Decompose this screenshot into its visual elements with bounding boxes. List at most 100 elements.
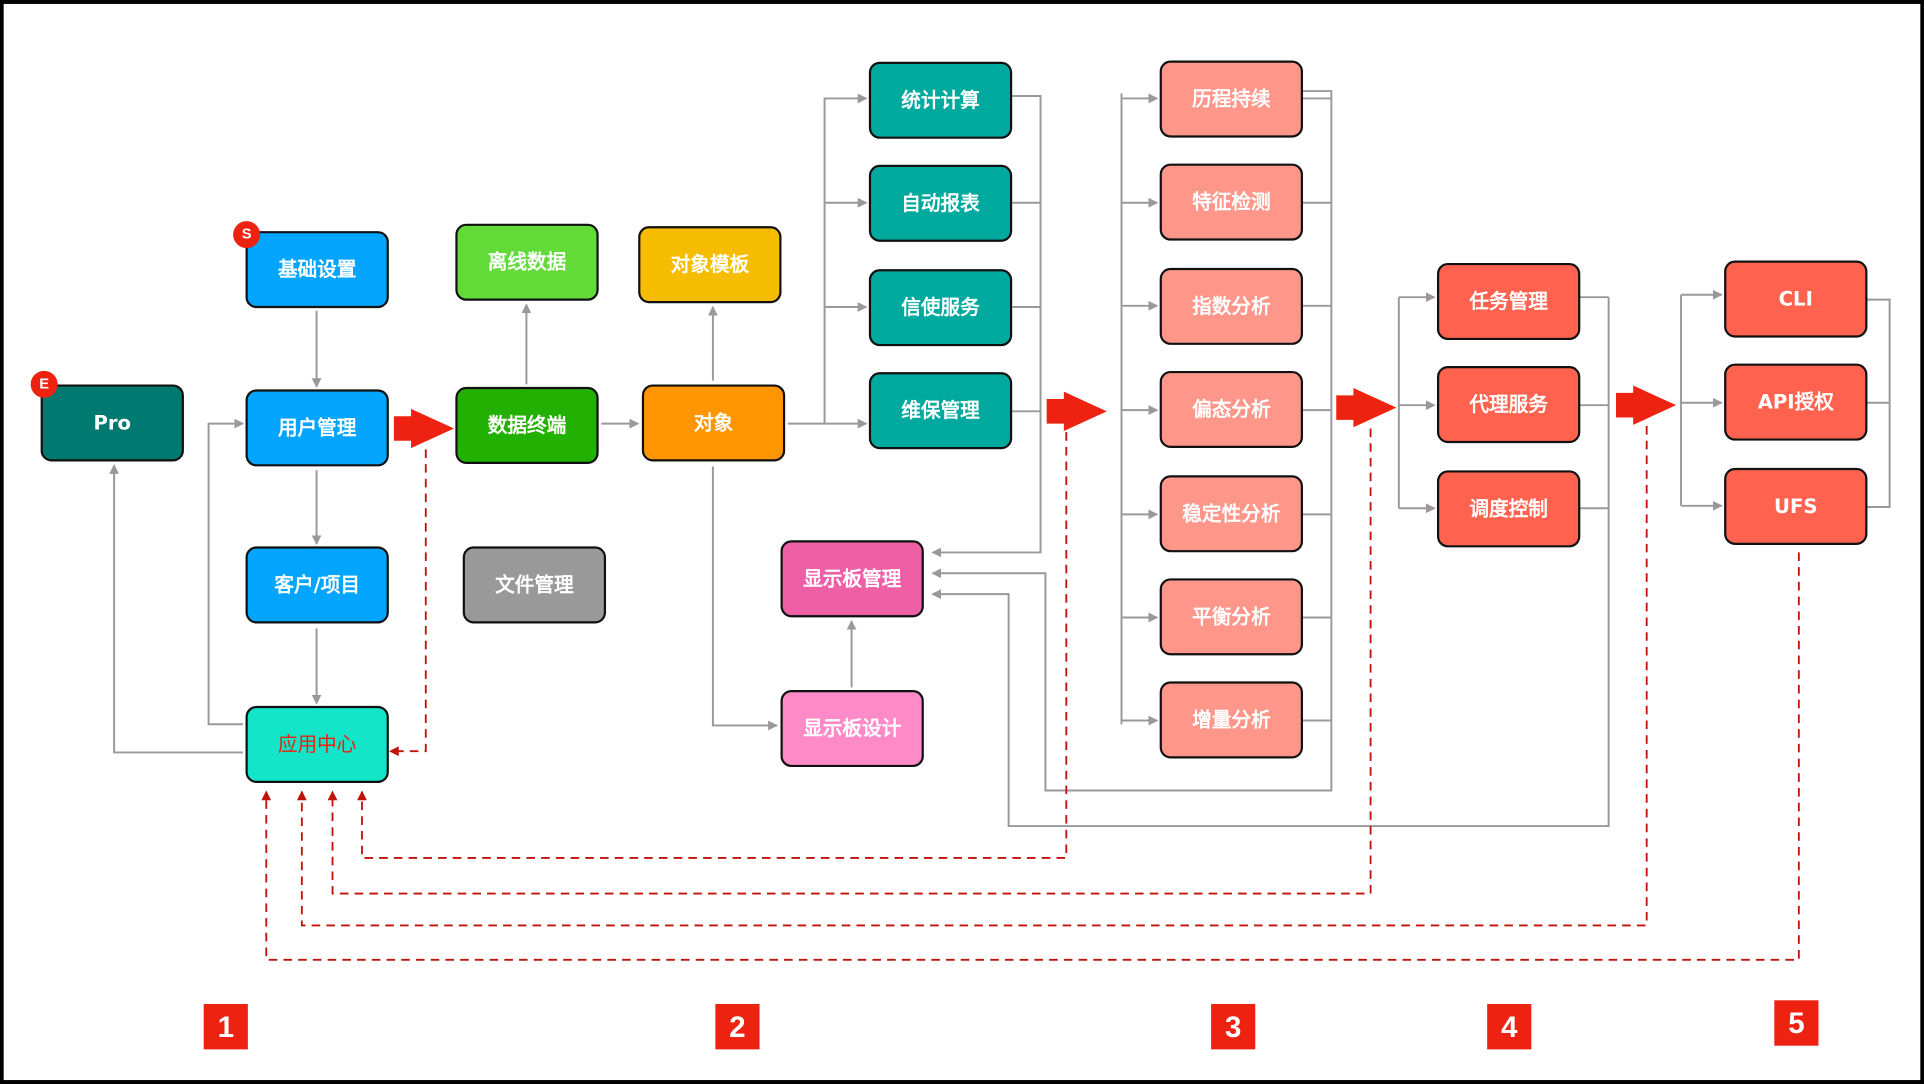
node-auto-report[interactable]: 自动报表 (868, 164, 1013, 242)
node-feature-detect[interactable]: 特征检测 (1159, 163, 1303, 241)
node-pro-label: Pro (94, 411, 132, 434)
node-basic-settings-shape (245, 231, 389, 309)
node-messenger-label: 信使服务 (901, 296, 980, 319)
badge-s: S (233, 221, 261, 249)
node-maintenance-shape (868, 372, 1013, 450)
node-ufs-label: UFS (1774, 495, 1817, 518)
stage-arrow-icon (1616, 385, 1677, 425)
node-auto-report-shape (868, 164, 1013, 242)
node-schedule-control[interactable]: 调度控制 (1436, 470, 1581, 548)
node-task-mgmt-label: 任务管理 (1468, 290, 1548, 313)
connector-line (931, 94, 1042, 558)
step-marker (203, 1003, 248, 1050)
step-number: 1 (218, 1011, 234, 1044)
node-app-center[interactable]: 应用中心 (245, 705, 389, 783)
node-proxy-service[interactable]: 代理服务 (1436, 366, 1581, 444)
stage-arrow-icon (393, 408, 455, 449)
node-increment-analysis[interactable]: 增量分析 (1159, 681, 1303, 759)
node-client-project-label: 客户/项目 (274, 573, 360, 596)
node-cli[interactable]: CLI (1724, 260, 1868, 338)
node-stats-calc-shape (868, 61, 1013, 139)
node-file-mgmt-label: 文件管理 (495, 573, 574, 596)
node-maintenance-label: 维保管理 (901, 399, 980, 422)
node-user-mgmt-label: 用户管理 (278, 416, 357, 439)
node-client-project-shape (245, 546, 389, 624)
node-client-project[interactable]: 客户/项目 (245, 546, 389, 624)
connector-line (823, 93, 868, 424)
node-increment-analysis-shape (1159, 681, 1303, 759)
node-offline-data[interactable]: 离线数据 (455, 223, 599, 301)
node-stability-analysis[interactable]: 稳定性分析 (1159, 475, 1303, 553)
node-index-analysis[interactable]: 指数分析 (1159, 267, 1303, 345)
node-auto-report-label: 自动报表 (901, 192, 980, 215)
connector-line (711, 466, 778, 731)
stage-arrow-icon (1046, 391, 1107, 431)
node-proxy-service-shape (1436, 366, 1581, 444)
node-data-terminal-shape (455, 386, 599, 464)
node-proxy-service-label: 代理服务 (1468, 393, 1548, 416)
step-marker (1487, 1003, 1532, 1050)
node-object-template-shape (638, 226, 782, 304)
node-object-template[interactable]: 对象模板 (638, 226, 782, 304)
node-user-mgmt-shape (245, 389, 389, 467)
node-feature-detect-shape (1159, 163, 1303, 241)
node-user-mgmt[interactable]: 用户管理 (245, 389, 389, 467)
node-object[interactable]: 对象 (641, 384, 786, 462)
node-api-auth[interactable]: API授权 (1724, 363, 1868, 441)
node-cli-label: CLI (1779, 288, 1813, 311)
dashed-feedback-line (388, 449, 427, 757)
connector-line (109, 464, 243, 754)
connector-line (207, 418, 245, 726)
node-schedule-control-shape (1436, 470, 1581, 548)
node-task-mgmt-shape (1436, 262, 1581, 341)
node-messenger[interactable]: 信使服务 (868, 269, 1013, 347)
node-file-mgmt[interactable]: 文件管理 (462, 546, 607, 624)
node-ufs-shape (1724, 467, 1868, 545)
node-ufs[interactable]: UFS (1724, 467, 1868, 545)
node-dashboard-design[interactable]: 显示板设计 (780, 689, 924, 768)
node-basic-settings[interactable]: 基础设置 (245, 231, 389, 309)
dashed-feedback-line (357, 432, 1068, 859)
node-balance-analysis-label: 平衡分析 (1192, 605, 1271, 628)
node-messenger-shape (868, 269, 1013, 347)
node-stats-calc-label: 统计计算 (901, 89, 980, 112)
node-maintenance[interactable]: 维保管理 (868, 372, 1013, 450)
node-pro[interactable]: Pro (40, 384, 184, 462)
step-number: 4 (1501, 1011, 1518, 1044)
connectors (109, 90, 1891, 828)
step-number: 5 (1788, 1007, 1804, 1040)
node-dashboard-mgmt[interactable]: 显示板管理 (780, 540, 924, 618)
node-stability-analysis-shape (1159, 475, 1303, 553)
node-skew-analysis-label: 偏态分析 (1192, 398, 1271, 421)
node-history[interactable]: 历程持续 (1159, 60, 1303, 138)
node-offline-data-shape (455, 223, 599, 301)
badge-s-label: S (242, 227, 252, 243)
node-object-template-label: 对象模板 (671, 253, 750, 276)
node-balance-analysis-shape (1159, 578, 1303, 656)
node-stats-calc[interactable]: 统计计算 (868, 61, 1013, 139)
node-object-label: 对象 (694, 411, 734, 434)
node-dashboard-mgmt-shape (780, 540, 924, 618)
badge-e: E (30, 370, 58, 398)
node-offline-data-label: 离线数据 (488, 251, 567, 274)
step-marker (715, 1003, 760, 1050)
node-cli-shape (1724, 260, 1868, 338)
connector-line (931, 297, 1610, 828)
node-skew-analysis-shape (1159, 370, 1303, 449)
node-basic-settings-label: 基础设置 (278, 258, 357, 281)
node-app-center-label: 应用中心 (278, 733, 357, 756)
node-task-mgmt[interactable]: 任务管理 (1436, 262, 1581, 341)
node-skew-analysis[interactable]: 偏态分析 (1159, 370, 1303, 449)
feedback-dashed-lines (261, 426, 1800, 961)
node-history-shape (1159, 60, 1303, 138)
node-data-terminal[interactable]: 数据终端 (455, 386, 599, 464)
node-dashboard-mgmt-label: 显示板管理 (803, 567, 901, 590)
dashed-feedback-line (261, 552, 1800, 961)
node-index-analysis-label: 指数分析 (1192, 295, 1271, 318)
node-balance-analysis[interactable]: 平衡分析 (1159, 578, 1303, 656)
connector-line (931, 90, 1333, 792)
node-index-analysis-shape (1159, 267, 1303, 345)
